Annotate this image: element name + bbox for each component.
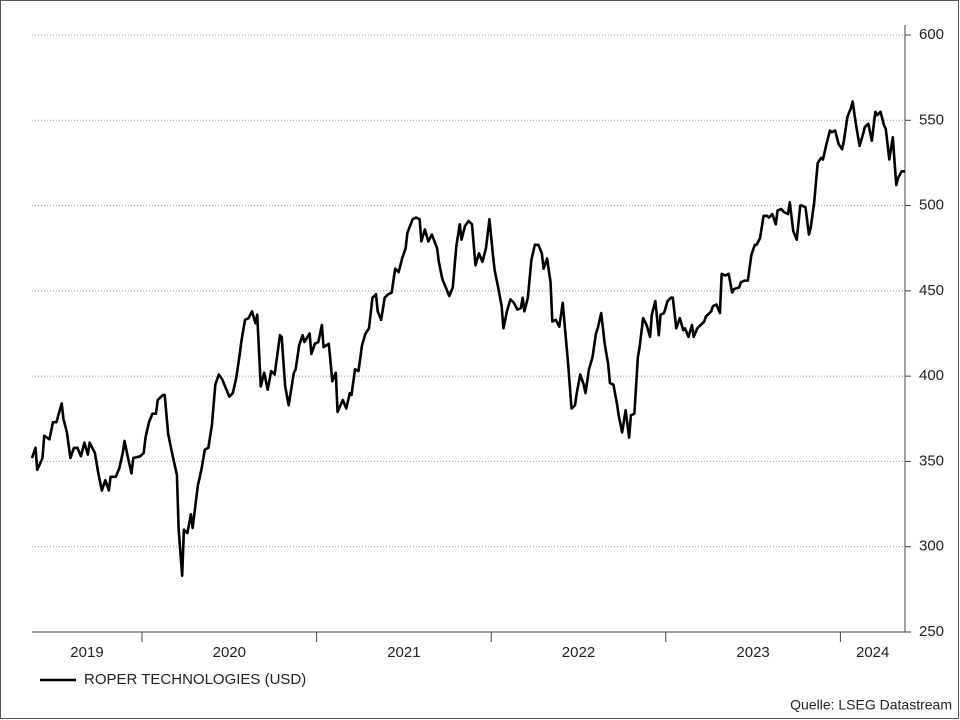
legend-label: ROPER TECHNOLOGIES (USD)	[84, 671, 306, 688]
y-tick-label: 450	[919, 282, 944, 299]
x-tick-label: 2022	[562, 644, 595, 661]
y-tick-label: 350	[919, 452, 944, 469]
price-line	[30, 100, 905, 578]
x-tick-label: 2024	[856, 644, 889, 661]
y-tick-label: 600	[919, 26, 944, 43]
source: Quelle: LSEG Datastream	[790, 697, 952, 713]
y-tick-label: 500	[919, 197, 944, 214]
x-tick-label: 2021	[387, 644, 420, 661]
y-tick-label: 250	[919, 623, 944, 640]
y-tick-label: 550	[919, 111, 944, 128]
x-tick-label: 2019	[70, 644, 103, 661]
y-tick-label: 300	[919, 538, 944, 555]
x-tick-label: 2023	[736, 644, 769, 661]
y-tick-label: 400	[919, 367, 944, 384]
x-tick-label: 2020	[213, 644, 246, 661]
